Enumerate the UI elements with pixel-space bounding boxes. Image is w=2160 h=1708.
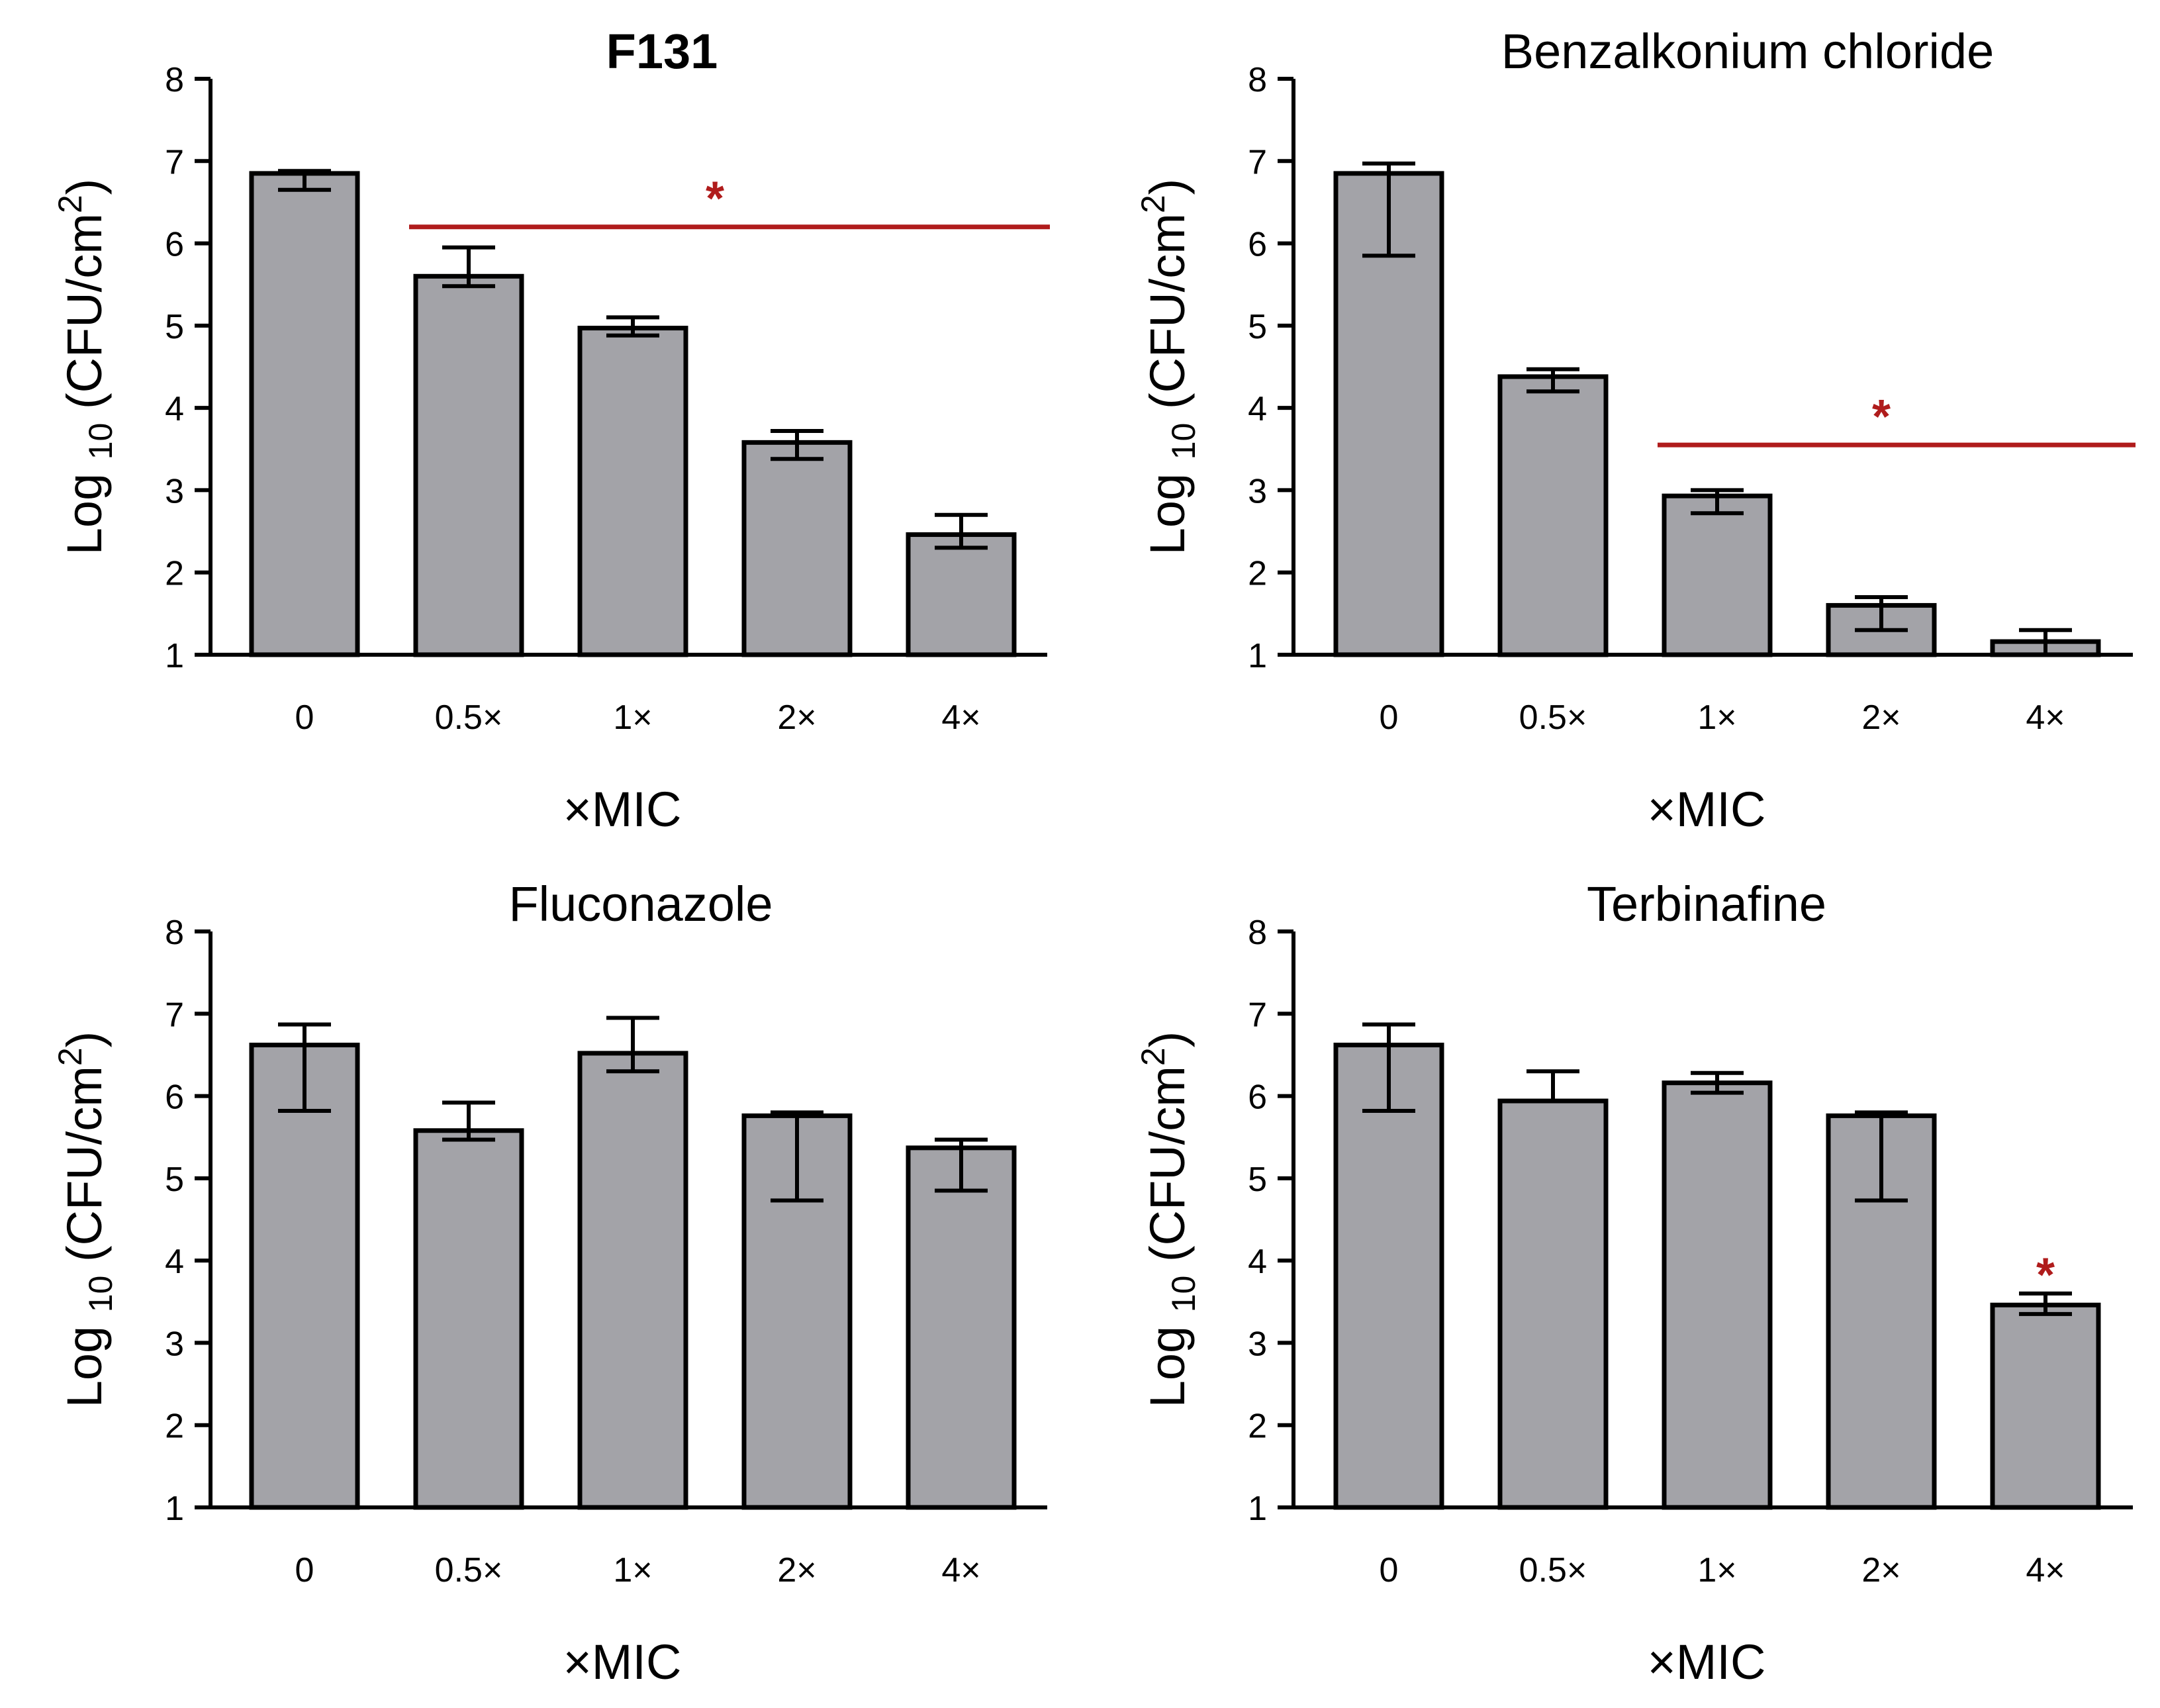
chart-panel-4: 0 0.5× 1× 2× 4× 1 2 3 4 5 6 7 8 Terbinafine ×MIC Log 10…: [1135, 877, 2133, 1689]
bar-1: [249, 171, 360, 657]
x-tick-label-4: 2×: [777, 1551, 816, 1589]
significance-star: *: [2036, 1249, 2055, 1302]
y-tick-label-1: 1: [1248, 637, 1267, 675]
x-tick-label-5: 4×: [2026, 1551, 2065, 1589]
bar-5: [906, 532, 1017, 657]
x-tick-label-2: 0.5×: [1519, 698, 1587, 737]
y-tick-label-5: 5: [1248, 308, 1267, 346]
bar-5: [906, 1145, 1017, 1510]
y-tick-label-2: 2: [165, 555, 184, 593]
x-tick-label-2: 0.5×: [435, 1551, 503, 1589]
x-tick-label-1: 0: [295, 698, 314, 737]
chart-title: Fluconazole: [508, 877, 773, 931]
x-tick-label-2: 0.5×: [1519, 1551, 1587, 1589]
y-tick-label-1: 1: [165, 1490, 184, 1528]
x-axis-title: ×MIC: [1648, 1635, 1766, 1689]
y-tick-label-8: 8: [1248, 914, 1267, 952]
chart-title: Benzalkonium chloride: [1501, 24, 1995, 79]
bar-2: [1497, 1098, 1609, 1510]
y-tick-label-1: 1: [1248, 1490, 1267, 1528]
x-tick-label-3: 1×: [1697, 1551, 1736, 1589]
bar-5: [1990, 1302, 2101, 1510]
x-tick-label-3: 1×: [1697, 698, 1736, 737]
bar-2: [413, 273, 524, 657]
x-tick-label-1: 0: [1380, 1551, 1399, 1589]
chart-title: F131: [606, 24, 718, 79]
x-tick-label-4: 2×: [1861, 698, 1901, 737]
y-axis-title: Log 10 (CFU/cm2): [52, 179, 119, 555]
x-tick-label-2: 0.5×: [435, 698, 503, 737]
y-tick-label-3: 3: [1248, 472, 1267, 510]
y-tick-label-4: 4: [165, 390, 184, 428]
y-tick-label-2: 2: [1248, 555, 1267, 593]
bar-3: [1662, 1080, 1773, 1510]
y-tick-label-4: 4: [1248, 1243, 1267, 1281]
y-tick-label-4: 4: [165, 1243, 184, 1281]
x-axis-title: ×MIC: [563, 782, 682, 837]
y-tick-label-2: 2: [1248, 1407, 1267, 1446]
x-tick-label-1: 0: [295, 1551, 314, 1589]
x-tick-label-5: 4×: [2026, 698, 2065, 737]
y-tick-label-3: 3: [165, 1325, 184, 1363]
x-tick-label-4: 2×: [1861, 1551, 1901, 1589]
chart-panel-3: 0 0.5× 1× 2× 4× 1 2 3 4 5 6 7 8 Fluconazole ×MIC Log 10…: [52, 877, 1047, 1689]
chart-panel-1: 0 0.5× 1× 2× 4× 1 2 3 4 5 6 7 8 F131 ×MIC Log 10 (CFU/c…: [52, 24, 1050, 837]
bar-4: [741, 440, 853, 657]
x-tick-label-1: 0: [1380, 698, 1399, 737]
significance-star: *: [706, 173, 724, 226]
bar-1: [249, 1043, 360, 1510]
y-tick-label-2: 2: [165, 1407, 184, 1446]
bar-3: [577, 1051, 688, 1510]
y-tick-label-7: 7: [1248, 143, 1267, 181]
x-axis-title: ×MIC: [1648, 782, 1766, 837]
y-axis-title: Log 10 (CFU/cm2): [1135, 1031, 1202, 1408]
y-axis-title: Log 10 (CFU/cm2): [1135, 179, 1202, 555]
y-tick-label-7: 7: [165, 143, 184, 181]
chart-panel-2: 0 0.5× 1× 2× 4× 1 2 3 4 5 6 7 8 Benzalkonium chloride…: [1135, 24, 2136, 837]
y-tick-label-8: 8: [1248, 61, 1267, 99]
y-tick-label-1: 1: [165, 637, 184, 675]
y-tick-label-8: 8: [165, 914, 184, 952]
y-tick-label-6: 6: [165, 1078, 184, 1117]
bar-2: [1497, 374, 1609, 657]
bar-1: [1333, 1043, 1444, 1510]
bar-3: [1662, 493, 1773, 657]
y-tick-label-8: 8: [165, 61, 184, 99]
x-tick-label-3: 1×: [613, 698, 652, 737]
y-tick-label-5: 5: [1248, 1161, 1267, 1199]
significance-star: *: [1872, 391, 1891, 444]
y-tick-label-5: 5: [165, 1161, 184, 1199]
y-tick-label-6: 6: [165, 226, 184, 264]
y-tick-label-4: 4: [1248, 390, 1267, 428]
y-tick-label-3: 3: [165, 472, 184, 510]
x-axis-title: ×MIC: [563, 1635, 682, 1689]
bar-3: [577, 326, 688, 657]
y-tick-label-6: 6: [1248, 226, 1267, 264]
y-tick-label-5: 5: [165, 308, 184, 346]
y-tick-label-7: 7: [1248, 996, 1267, 1034]
y-axis-title: Log 10 (CFU/cm2): [52, 1031, 119, 1408]
y-tick-label-7: 7: [165, 996, 184, 1034]
x-tick-label-3: 1×: [613, 1551, 652, 1589]
x-tick-label-5: 4×: [941, 698, 980, 737]
x-tick-label-5: 4×: [941, 1551, 980, 1589]
bar-2: [413, 1128, 524, 1510]
x-tick-label-4: 2×: [777, 698, 816, 737]
chart-title: Terbinafine: [1587, 877, 1826, 931]
y-tick-label-6: 6: [1248, 1078, 1267, 1117]
y-tick-label-3: 3: [1248, 1325, 1267, 1363]
